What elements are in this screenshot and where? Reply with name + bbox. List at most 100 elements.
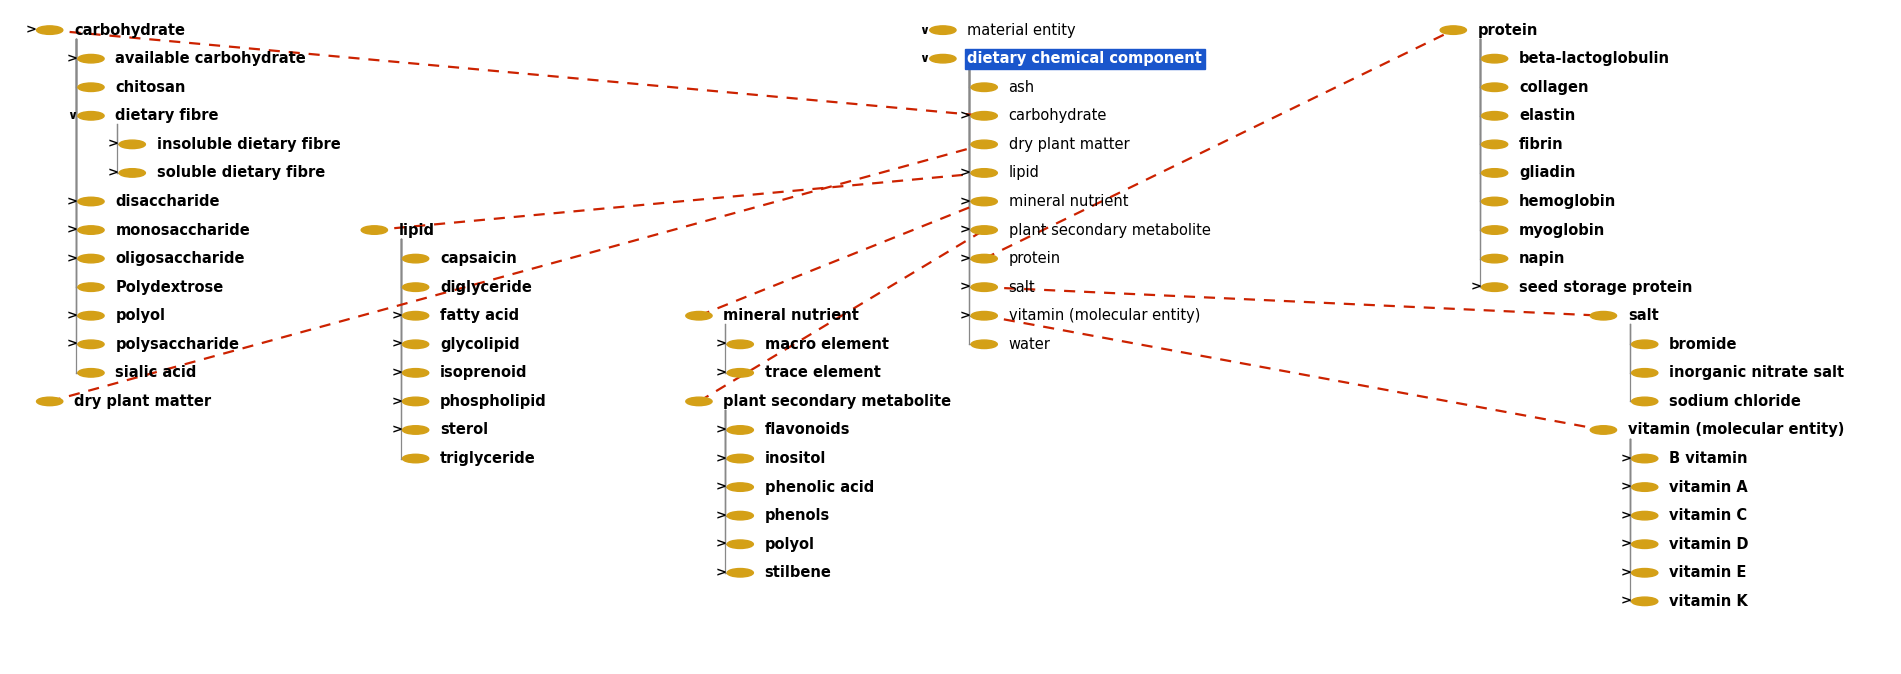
Circle shape: [403, 311, 430, 320]
Text: phenolic acid: phenolic acid: [764, 480, 874, 495]
Circle shape: [1481, 197, 1507, 206]
Text: dry plant matter: dry plant matter: [1009, 137, 1129, 152]
Text: >: >: [1620, 481, 1631, 493]
Text: dry plant matter: dry plant matter: [74, 394, 211, 409]
Text: monosaccharide: monosaccharide: [116, 222, 251, 237]
Text: protein: protein: [1477, 23, 1538, 38]
Text: vitamin C: vitamin C: [1669, 508, 1747, 523]
Text: lipid: lipid: [1009, 165, 1040, 181]
Text: phenols: phenols: [764, 508, 831, 523]
Circle shape: [78, 369, 105, 377]
Circle shape: [403, 397, 430, 406]
Text: >: >: [717, 566, 726, 579]
Circle shape: [726, 512, 753, 520]
Text: >: >: [392, 309, 403, 322]
Circle shape: [36, 397, 63, 406]
Text: >: >: [717, 538, 726, 551]
Text: >: >: [67, 309, 78, 322]
Text: phospholipid: phospholipid: [439, 394, 547, 409]
Text: >: >: [960, 195, 971, 208]
Circle shape: [686, 397, 713, 406]
Text: triglyceride: triglyceride: [439, 451, 536, 466]
Circle shape: [78, 55, 105, 63]
Text: carbohydrate: carbohydrate: [1009, 109, 1106, 123]
Circle shape: [1631, 597, 1658, 606]
Circle shape: [78, 254, 105, 263]
Text: polysaccharide: polysaccharide: [116, 337, 240, 352]
Text: gliadin: gliadin: [1519, 165, 1576, 181]
Circle shape: [971, 112, 998, 120]
Text: >: >: [392, 367, 403, 379]
Circle shape: [1631, 454, 1658, 463]
Text: chitosan: chitosan: [116, 80, 186, 95]
Circle shape: [726, 426, 753, 434]
Circle shape: [361, 226, 388, 235]
Text: vitamin D: vitamin D: [1669, 537, 1749, 552]
Text: diglyceride: diglyceride: [439, 280, 532, 295]
Circle shape: [971, 340, 998, 348]
Text: seed storage protein: seed storage protein: [1519, 280, 1692, 295]
Text: >: >: [67, 52, 78, 65]
Circle shape: [726, 369, 753, 377]
Text: mineral nutrient: mineral nutrient: [724, 308, 859, 324]
Circle shape: [78, 83, 105, 92]
Text: mineral nutrient: mineral nutrient: [1009, 194, 1127, 209]
Circle shape: [930, 26, 956, 34]
Text: macro element: macro element: [764, 337, 888, 352]
Circle shape: [403, 340, 430, 348]
Text: stilbene: stilbene: [764, 565, 831, 580]
Text: polyol: polyol: [116, 308, 165, 324]
Text: >: >: [1620, 509, 1631, 522]
Text: >: >: [25, 24, 36, 36]
Circle shape: [726, 483, 753, 491]
Text: >: >: [1620, 538, 1631, 551]
Text: sodium chloride: sodium chloride: [1669, 394, 1800, 409]
Circle shape: [1631, 369, 1658, 377]
Circle shape: [1481, 254, 1507, 263]
Circle shape: [971, 140, 998, 149]
Text: isoprenoid: isoprenoid: [439, 365, 527, 380]
Circle shape: [1441, 26, 1466, 34]
Circle shape: [971, 197, 998, 206]
Text: ∨: ∨: [67, 109, 78, 122]
Circle shape: [971, 168, 998, 177]
Circle shape: [1631, 483, 1658, 491]
Text: plant secondary metabolite: plant secondary metabolite: [1009, 222, 1211, 237]
Text: >: >: [717, 367, 726, 379]
Text: >: >: [1620, 595, 1631, 608]
Circle shape: [971, 283, 998, 291]
Circle shape: [1591, 426, 1616, 434]
Text: >: >: [717, 481, 726, 493]
Text: >: >: [960, 109, 971, 122]
Text: glycolipid: glycolipid: [439, 337, 519, 352]
Circle shape: [1481, 83, 1507, 92]
Circle shape: [971, 226, 998, 235]
Circle shape: [726, 454, 753, 463]
Text: sialic acid: sialic acid: [116, 365, 196, 380]
Text: dietary fibre: dietary fibre: [116, 109, 219, 123]
Text: plant secondary metabolite: plant secondary metabolite: [724, 394, 952, 409]
Circle shape: [1631, 569, 1658, 577]
Text: >: >: [717, 338, 726, 350]
Circle shape: [1591, 311, 1616, 320]
Circle shape: [1481, 55, 1507, 63]
Circle shape: [1481, 226, 1507, 235]
Circle shape: [403, 369, 430, 377]
Text: material entity: material entity: [968, 23, 1076, 38]
Text: vitamin (molecular entity): vitamin (molecular entity): [1009, 308, 1200, 324]
Circle shape: [403, 254, 430, 263]
Text: >: >: [392, 338, 403, 350]
Circle shape: [1481, 168, 1507, 177]
Text: >: >: [1469, 280, 1481, 294]
Text: >: >: [960, 309, 971, 322]
Text: collagen: collagen: [1519, 80, 1589, 95]
Text: >: >: [392, 395, 403, 408]
Circle shape: [403, 426, 430, 434]
Text: protein: protein: [1009, 251, 1061, 266]
Text: fibrin: fibrin: [1519, 137, 1565, 152]
Circle shape: [78, 197, 105, 206]
Circle shape: [78, 340, 105, 348]
Text: vitamin (molecular entity): vitamin (molecular entity): [1627, 423, 1844, 437]
Text: salt: salt: [1009, 280, 1036, 295]
Text: polyol: polyol: [764, 537, 816, 552]
